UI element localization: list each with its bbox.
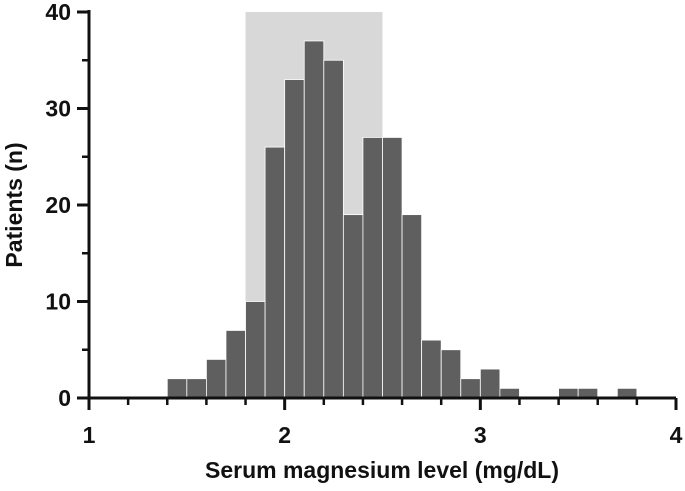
histogram-bar [421, 339, 442, 399]
histogram-bar [342, 214, 364, 399]
histogram-bar [382, 137, 403, 399]
axes-layer [77, 10, 678, 410]
histogram-bar [166, 378, 188, 399]
histogram-bar [284, 79, 305, 399]
x-tick-label: 4 [670, 422, 683, 448]
y-tick-label: 40 [45, 0, 71, 25]
x-axis-title: Serum magnesium level (mg/dL) [205, 457, 559, 483]
y-tick-label: 30 [45, 96, 71, 122]
histogram-bar [264, 146, 286, 399]
histogram-bar [362, 137, 383, 399]
histogram-bar [323, 59, 344, 399]
histogram-bar [205, 358, 227, 399]
histogram-bar [479, 368, 501, 399]
histogram-bar [186, 378, 207, 399]
y-axis-title: Patients (n) [1, 142, 27, 267]
x-tick-label: 1 [83, 422, 96, 448]
histogram-bar [303, 40, 325, 399]
tick-labels-layer: 0 10 20 30 40 1 2 3 4 [45, 0, 682, 448]
x-tick-label: 2 [278, 422, 291, 448]
y-tick-label: 10 [45, 289, 71, 315]
histogram-bar [245, 301, 266, 399]
histogram-bar [401, 214, 423, 399]
bars-layer [166, 40, 638, 399]
x-tick-label: 3 [474, 422, 487, 448]
histogram-bar [440, 349, 462, 399]
histogram-bar [460, 378, 481, 399]
y-tick-label: 0 [58, 385, 71, 411]
y-tick-label: 20 [45, 192, 71, 218]
histogram-bar [225, 330, 246, 399]
